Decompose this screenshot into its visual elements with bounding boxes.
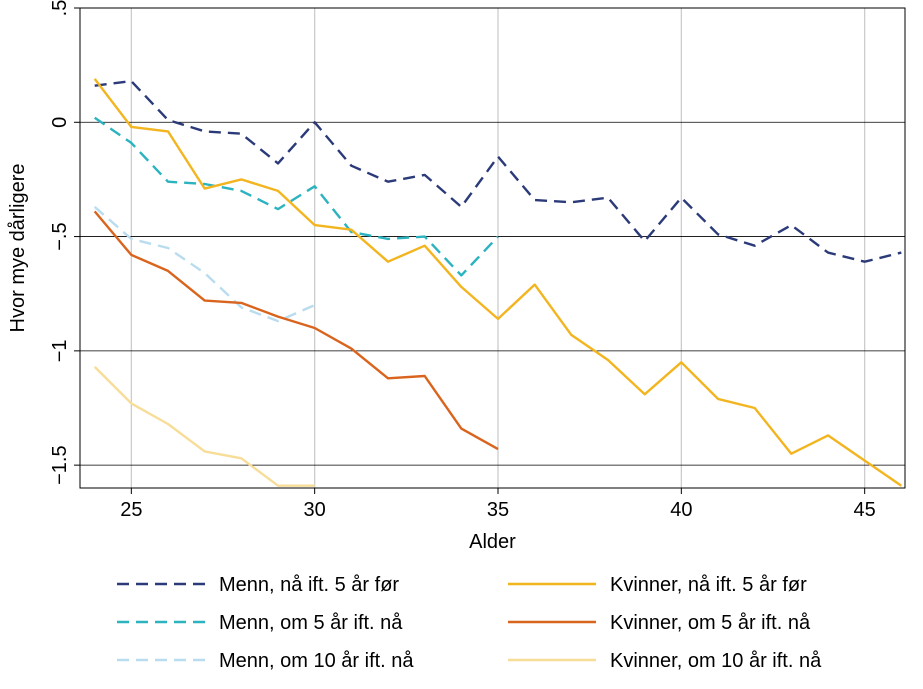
y-tick-label: −1.5 bbox=[49, 445, 71, 484]
grid-lines bbox=[80, 8, 905, 488]
plot-frame bbox=[79, 7, 906, 489]
series-line-1 bbox=[94, 79, 902, 263]
series-line-5 bbox=[93, 210, 499, 451]
series-lines bbox=[93, 78, 902, 487]
y-tick-label: −1 bbox=[49, 339, 71, 362]
legend-label: Kvinner, nå ift. 5 år før bbox=[610, 574, 807, 596]
x-tick-label: 35 bbox=[487, 499, 509, 521]
legend-label: Menn, om 10 år ift. nå bbox=[219, 650, 414, 672]
series-line-4 bbox=[93, 78, 902, 487]
y-tick-label: 0 bbox=[49, 117, 71, 128]
series-line-3 bbox=[93, 205, 316, 323]
legend-label: Kvinner, om 5 år ift. nå bbox=[610, 612, 811, 634]
legend: Menn, nå ift. 5 år før Menn, om 5 år ift.… bbox=[117, 574, 822, 672]
x-tick-label: 25 bbox=[120, 499, 142, 521]
x-axis-title: Alder bbox=[469, 531, 516, 553]
legend-label: Menn, nå ift. 5 år før bbox=[219, 574, 399, 596]
series-line-2 bbox=[94, 116, 499, 277]
legend-label: Kvinner, om 10 år ift. nå bbox=[610, 650, 822, 672]
legend-label: Menn, om 5 år ift. nå bbox=[219, 612, 403, 634]
x-tick-label: 45 bbox=[854, 499, 876, 521]
x-tick-label: 30 bbox=[304, 499, 326, 521]
y-axis-title: Hvor mye dårligere bbox=[7, 164, 29, 333]
x-tick-label: 40 bbox=[670, 499, 692, 521]
y-tick-label: −.5 bbox=[49, 222, 71, 250]
series-line-6 bbox=[93, 366, 315, 487]
axes: 25 30 35 40 45 .5 0 −.5 −1 −1.5 bbox=[49, 0, 876, 521]
y-tick-label: .5 bbox=[49, 0, 71, 16]
